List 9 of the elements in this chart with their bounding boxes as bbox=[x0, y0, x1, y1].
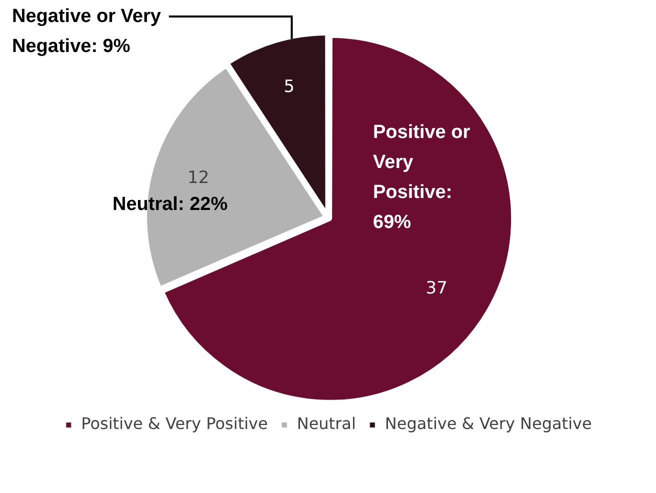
text: Positive or Very Positive: 69% bbox=[373, 120, 472, 234]
data-label: 5 bbox=[284, 77, 295, 98]
legend-label: Positive & Very Positive bbox=[81, 414, 268, 434]
legend-label: Negative & Very Negative bbox=[384, 414, 592, 434]
text: Negative or Very Negative: 9% bbox=[12, 5, 162, 59]
data-label: 37 bbox=[426, 278, 448, 298]
text: Neutral: 22% bbox=[112, 192, 229, 216]
data-label: 12 bbox=[187, 168, 210, 188]
legend-label: Neutral bbox=[296, 414, 356, 434]
